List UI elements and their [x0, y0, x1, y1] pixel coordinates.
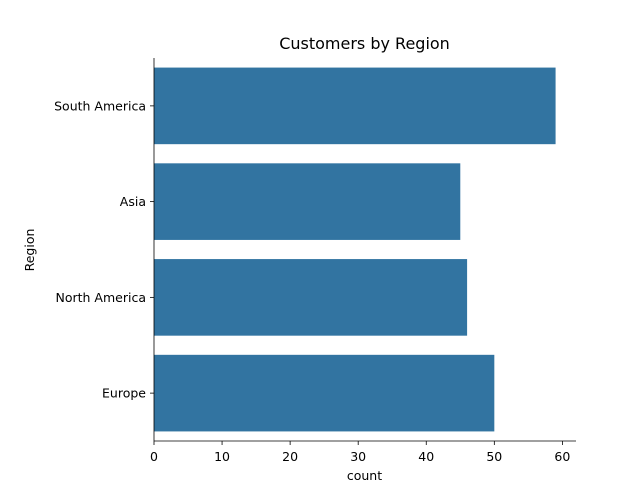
chart-title: Customers by Region [279, 34, 450, 53]
x-tick-label: 0 [150, 449, 158, 464]
x-tick-label: 10 [214, 449, 230, 464]
x-tick-label: 50 [486, 449, 502, 464]
bar [154, 163, 461, 240]
x-tick-label: 30 [350, 449, 366, 464]
bar [154, 67, 556, 145]
x-tick-label: 40 [418, 449, 434, 464]
plot-area: South America Asia North America Europe 0 10 2… [54, 58, 576, 464]
y-tick-label: South America [54, 98, 146, 113]
x-axis-label: count [347, 468, 382, 480]
y-tick-label: Europe [102, 386, 146, 401]
y-tick-label: North America [56, 290, 147, 305]
x-tick-label: 60 [554, 449, 570, 464]
bar [154, 259, 468, 336]
y-axis-label: Region [22, 229, 37, 272]
bar [154, 354, 495, 432]
y-tick-label: Asia [120, 194, 146, 209]
x-tick-label: 20 [282, 449, 298, 464]
